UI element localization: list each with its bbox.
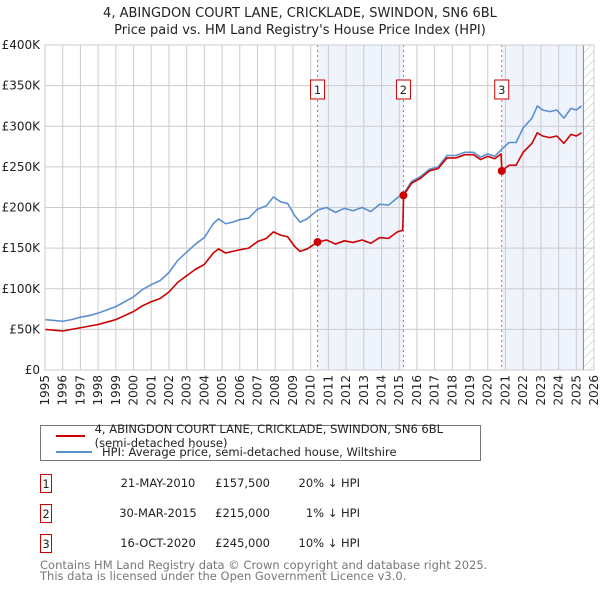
x-tick-label: 2016 [410,375,424,406]
sale-number-badge: 3 [40,534,52,553]
sale-label-number: 1 [314,83,321,97]
sale-hpi-diff: 20% ↓ HPI [298,476,360,490]
x-tick-label: 2004 [197,375,211,406]
sale-row: 3 16-OCT-2020 £245,000 10% ↓ HPI [40,534,360,554]
legend-label-hpi: HPI: Average price, semi-detached house,… [102,445,397,459]
sale-date: 21-MAY-2010 [120,476,196,490]
y-tick-label: £150K [2,241,42,255]
sale-row: 1 21-MAY-2010 £157,500 20% ↓ HPI [40,474,360,494]
legend-item-hpi: HPI: Average price, semi-detached house,… [56,444,397,460]
x-tick-label: 2009 [286,375,300,406]
x-tick-label: 2010 [304,375,318,406]
x-tick-label: 1996 [56,375,70,406]
x-tick-label: 1999 [109,375,123,406]
y-tick-label: £50K [9,322,41,336]
y-tick-label: £100K [2,282,42,296]
footer-licence: This data is licensed under the Open Gov… [40,569,407,583]
x-tick-label: 2012 [339,375,353,406]
x-tick-label: 2017 [428,375,442,406]
x-tick-label: 2026 [587,375,600,406]
y-tick-label: £400K [2,38,42,52]
y-tick-label: £250K [2,160,42,174]
x-tick-label: 2025 [569,375,583,406]
x-tick-label: 2013 [357,375,371,406]
x-tick-label: 2002 [162,375,176,406]
sale-point [497,166,506,175]
x-tick-label: 2023 [534,375,548,406]
y-tick-label: £0 [25,363,40,377]
plot-border [44,44,595,371]
x-tick-label: 2001 [144,375,158,406]
x-tick-label: 2005 [215,375,229,406]
sale-price: £245,000 [215,536,270,550]
sale-hpi-diff: 1% ↓ HPI [305,506,360,520]
x-tick-label: 2024 [552,375,566,406]
sale-price: £215,000 [215,506,270,520]
chart-title: 4, ABINGDON COURT LANE, CRICKLADE, SWIND… [103,6,498,21]
property-price-line [44,131,583,332]
legend-swatch-hpi [56,451,92,453]
x-tick-label: 2018 [445,375,459,406]
x-tick-label: 2003 [180,375,194,406]
sale-point [313,238,322,247]
x-tick-label: 2007 [251,375,265,406]
x-tick-label: 2011 [321,375,335,406]
footer-copyright: Contains HM Land Registry data © Crown c… [40,558,488,572]
sale-label-box [494,79,510,100]
legend-label-property: 4, ABINGDON COURT LANE, CRICKLADE, SWIND… [94,422,444,450]
price-chart: 4, ABINGDON COURT LANE, CRICKLADE, SWIND… [2,6,600,406]
x-tick-label: 2019 [463,375,477,406]
sale-date: 16-OCT-2020 [120,536,196,550]
legend-item-property: 4, ABINGDON COURT LANE, CRICKLADE, SWIND… [56,422,480,450]
x-tick-label: 1995 [38,375,52,406]
x-tick-label: 2006 [233,375,247,406]
sale-point [399,191,408,200]
sale-number-badge: 1 [40,474,52,493]
x-tick-label: 1998 [91,375,105,406]
chart-subtitle: Price paid vs. HM Land Registry's House … [114,23,486,38]
sale-label-box [310,79,326,100]
x-tick-label: 2020 [481,375,495,406]
sale-number-badge: 2 [40,504,52,523]
footer: Contains HM Land Registry data © Crown c… [40,558,488,583]
x-tick-label: 1997 [73,375,87,406]
x-tick-label: 2008 [268,375,282,406]
sale-date: 30-MAR-2015 [119,506,197,520]
hpi-line [44,105,583,323]
sale-price: £157,500 [215,476,270,490]
y-tick-label: £350K [2,79,42,93]
sale-label-box [395,79,411,100]
x-tick-label: 2022 [516,375,530,406]
sale-label-number: 2 [400,83,407,97]
y-tick-label: £200K [2,201,42,215]
legend: 4, ABINGDON COURT LANE, CRICKLADE, SWIND… [40,422,481,461]
x-tick-label: 2021 [498,375,512,406]
y-tick-label: £300K [2,119,42,133]
sale-label-number: 3 [498,83,505,97]
sale-hpi-diff: 10% ↓ HPI [298,536,360,550]
x-tick-label: 2015 [392,375,406,406]
x-tick-label: 2014 [374,375,388,406]
legend-swatch-property [56,435,85,437]
sale-row: 2 30-MAR-2015 £215,000 1% ↓ HPI [40,504,360,524]
x-tick-label: 2000 [127,375,141,406]
